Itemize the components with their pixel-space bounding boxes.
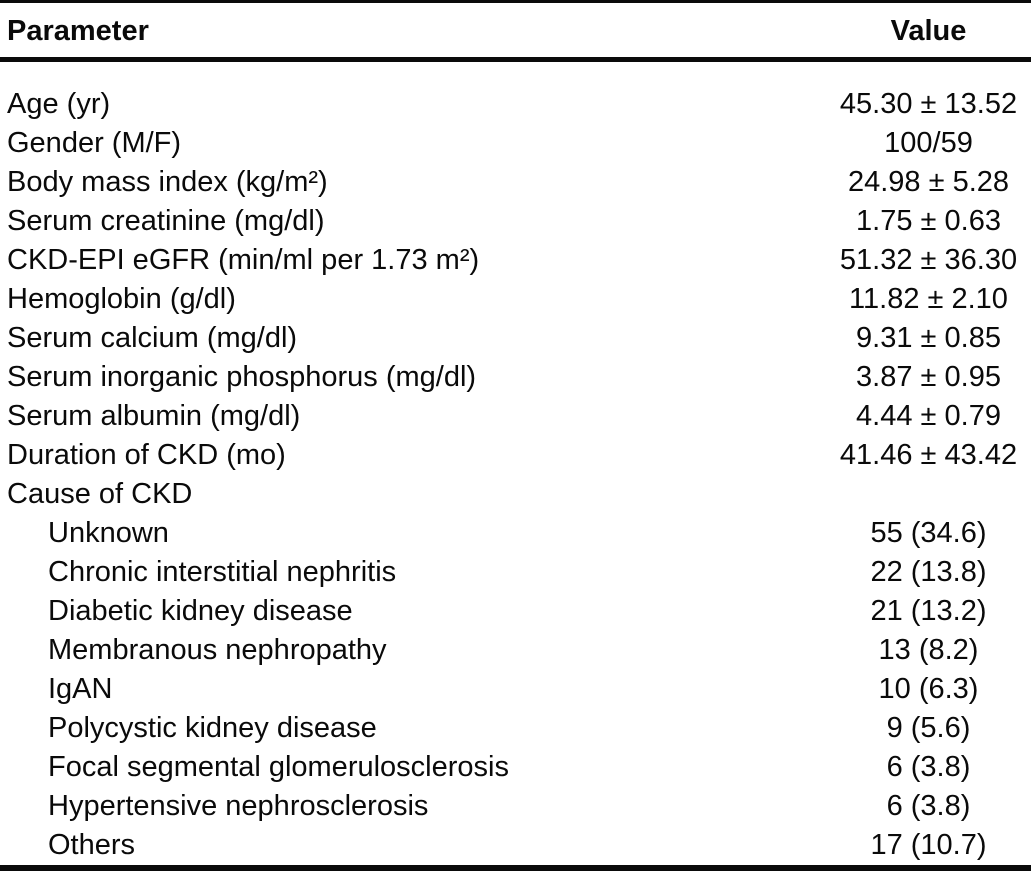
parameter-cell: Serum albumin (mg/dl) bbox=[7, 400, 301, 432]
value-cell: 4.44 ± 0.79 bbox=[856, 400, 1001, 432]
value-cell: 6 (3.8) bbox=[886, 751, 971, 783]
parameter-cell: Hemoglobin (g/dl) bbox=[7, 283, 236, 315]
value-cell: 51.32 ± 36.30 bbox=[839, 244, 1018, 276]
value-cell: 41.46 ± 43.42 bbox=[839, 439, 1018, 471]
value-column-header: Value bbox=[826, 1, 1031, 62]
parameter-cell: Hypertensive nephrosclerosis bbox=[48, 790, 429, 822]
parameter-cell: Gender (M/F) bbox=[7, 127, 182, 159]
parameter-cell: Unknown bbox=[48, 517, 169, 549]
table-row: Body mass index (kg/m²) 24.98 ± 5.28 bbox=[0, 163, 1031, 202]
value-cell: 11.82 ± 2.10 bbox=[849, 283, 1008, 315]
table-row: Hypertensive nephrosclerosis 6 (3.8) bbox=[0, 787, 1031, 826]
parameter-cell: Duration of CKD (mo) bbox=[7, 439, 286, 471]
value-cell: 6 (3.8) bbox=[886, 790, 971, 822]
parameter-cell: Serum inorganic phosphorus (mg/dl) bbox=[7, 361, 477, 393]
parameter-cell: Focal segmental glomerulosclerosis bbox=[48, 751, 509, 783]
parameter-cell: Diabetic kidney disease bbox=[48, 595, 353, 627]
value-cell: 22 (13.8) bbox=[870, 556, 987, 588]
value-cell bbox=[826, 475, 1031, 514]
table-row: Diabetic kidney disease 21 (13.2) bbox=[0, 592, 1031, 631]
table-row: Serum calcium (mg/dl) 9.31 ± 0.85 bbox=[0, 319, 1031, 358]
parameter-cell: Serum creatinine (mg/dl) bbox=[7, 205, 325, 237]
parameter-cell: Body mass index (kg/m²) bbox=[7, 166, 328, 198]
value-cell: 1.75 ± 0.63 bbox=[856, 205, 1001, 237]
parameter-cell: Cause of CKD bbox=[7, 478, 193, 510]
table-header: Parameter Value bbox=[0, 1, 1031, 62]
value-cell: 24.98 ± 5.28 bbox=[847, 166, 1010, 198]
table-row: Unknown 55 (34.6) bbox=[0, 514, 1031, 553]
parameter-cell: CKD-EPI eGFR (min/ml per 1.73 m²) bbox=[7, 244, 480, 276]
value-cell: 17 (10.7) bbox=[870, 829, 987, 861]
table-row: CKD-EPI eGFR (min/ml per 1.73 m²) 51.32 … bbox=[0, 241, 1031, 280]
header-row: Parameter Value bbox=[0, 1, 1031, 62]
value-cell: 9 (5.6) bbox=[886, 712, 971, 744]
table-row: Serum creatinine (mg/dl) 1.75 ± 0.63 bbox=[0, 202, 1031, 241]
table-row: Membranous nephropathy 13 (8.2) bbox=[0, 631, 1031, 670]
value-cell: 21 (13.2) bbox=[870, 595, 987, 627]
parameter-column-header: Parameter bbox=[0, 1, 826, 62]
value-cell: 3.87 ± 0.95 bbox=[856, 361, 1001, 393]
value-cell: 13 (8.2) bbox=[878, 634, 979, 666]
table-row: Focal segmental glomerulosclerosis 6 (3.… bbox=[0, 748, 1031, 787]
table-row: IgAN 10 (6.3) bbox=[0, 670, 1031, 709]
value-cell: 55 (34.6) bbox=[870, 517, 987, 549]
parameter-cell: Age (yr) bbox=[7, 88, 111, 120]
parameter-cell: Chronic interstitial nephritis bbox=[48, 556, 397, 588]
table-row: Polycystic kidney disease 9 (5.6) bbox=[0, 709, 1031, 748]
parameter-cell: Serum calcium (mg/dl) bbox=[7, 322, 298, 354]
table-row: Duration of CKD (mo) 41.46 ± 43.42 bbox=[0, 436, 1031, 475]
parameter-cell: Others bbox=[48, 829, 136, 861]
value-cell: 100/59 bbox=[884, 127, 973, 159]
table-row: Serum albumin (mg/dl) 4.44 ± 0.79 bbox=[0, 397, 1031, 436]
parameter-cell: Polycystic kidney disease bbox=[48, 712, 377, 744]
table-row: Serum inorganic phosphorus (mg/dl) 3.87 … bbox=[0, 358, 1031, 397]
table-row: Age (yr) 45.30 ± 13.52 bbox=[0, 60, 1031, 125]
value-cell: 45.30 ± 13.52 bbox=[839, 88, 1018, 120]
table-row: Cause of CKD bbox=[0, 475, 1031, 514]
table-row: Gender (M/F) 100/59 bbox=[0, 124, 1031, 163]
value-cell: 10 (6.3) bbox=[878, 673, 979, 705]
value-cell: 9.31 ± 0.85 bbox=[856, 322, 1001, 354]
parameter-cell: Membranous nephropathy bbox=[48, 634, 387, 666]
table-body: Age (yr) 45.30 ± 13.52 Gender (M/F) 100/… bbox=[0, 60, 1031, 869]
table-row: Chronic interstitial nephritis 22 (13.8) bbox=[0, 553, 1031, 592]
parameter-cell: IgAN bbox=[48, 673, 113, 705]
table-row: Hemoglobin (g/dl) 11.82 ± 2.10 bbox=[0, 280, 1031, 319]
table-row: Others 17 (10.7) bbox=[0, 826, 1031, 869]
